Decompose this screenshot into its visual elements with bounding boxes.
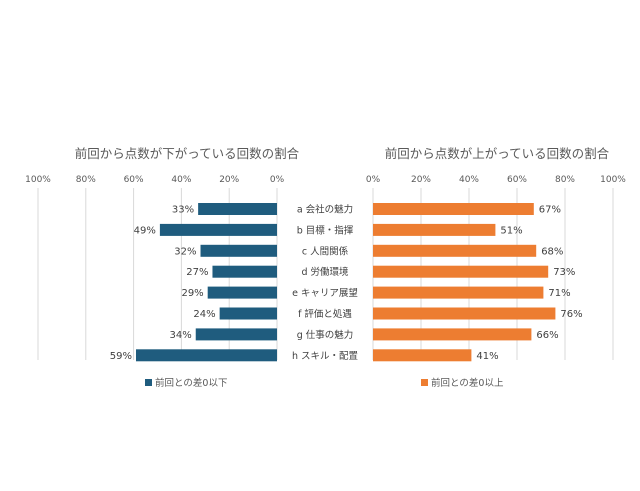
left-bars (135, 203, 277, 362)
left-data-labels: 33% 49% 32% 27% 29% 24%34% 59% (110, 205, 216, 362)
right-chart-title: 前回から点数が上がっている回数の割合 (385, 146, 610, 161)
left-tick-label: 80% (76, 175, 96, 185)
left-tick-label: 40% (171, 175, 191, 185)
right-bar (373, 328, 532, 341)
right-data-label: 73% (553, 267, 575, 278)
left-bar (198, 203, 277, 215)
left-bar (200, 244, 277, 257)
right-axis-ticks: 0% 20% 40% 60% 80% 100% (366, 175, 626, 185)
right-data-label: 71% (548, 288, 570, 299)
category-label: a 会社の魅力 (297, 204, 353, 216)
category-label: f 評価と処遇 (298, 308, 352, 320)
left-data-label: 49% (134, 225, 156, 236)
left-legend-label: 前回との差0以下 (155, 377, 227, 389)
right-data-label: 51% (500, 225, 522, 236)
right-bar (373, 265, 549, 278)
category-label: b 目標・指揮 (297, 224, 354, 236)
right-tick-label: 100% (600, 175, 626, 185)
left-bar (159, 223, 277, 236)
left-legend: 前回との差0以下 (145, 377, 227, 389)
right-data-label: 67% (539, 205, 561, 216)
left-bar (212, 265, 277, 278)
right-legend: 前回との差0以上 (421, 377, 504, 389)
category-label: e キャリア展望 (292, 287, 358, 299)
left-bar (135, 349, 277, 362)
left-tick-label: 100% (25, 175, 51, 185)
category-labels: a 会社の魅力 b 目標・指揮 c 人間関係 d 労働環境 e キャリア展望 f 評価と処… (292, 204, 358, 362)
right-legend-label: 前回との差0以上 (431, 377, 504, 389)
left-data-label: 34% (170, 330, 192, 341)
left-tick-label: 60% (124, 175, 144, 185)
category-label: d 労働環境 (301, 266, 349, 278)
left-legend-swatch (145, 379, 152, 386)
left-data-label: 24% (193, 309, 215, 320)
left-axis-ticks: 0% 20% 40% 60% 80% 100% (25, 175, 284, 185)
left-data-label: 29% (181, 288, 203, 299)
category-label: h スキル・配置 (292, 351, 358, 362)
right-tick-label: 20% (411, 175, 431, 185)
right-tick-label: 40% (459, 175, 479, 185)
right-bar (373, 307, 556, 320)
left-data-label: 27% (186, 267, 208, 278)
left-bar (195, 328, 277, 341)
left-bar (219, 307, 277, 320)
left-data-label: 32% (174, 246, 196, 257)
left-tick-label: 20% (219, 175, 239, 185)
right-legend-swatch (421, 379, 428, 386)
right-bar (373, 244, 537, 257)
category-label: c 人間関係 (302, 246, 349, 257)
right-data-label: 41% (476, 351, 498, 362)
right-bar (373, 349, 472, 362)
right-data-label: 66% (536, 330, 558, 341)
right-tick-label: 80% (555, 175, 575, 185)
right-bar (373, 223, 496, 236)
right-bar (373, 203, 534, 215)
left-data-label: 33% (172, 205, 194, 216)
left-chart-title: 前回から点数が下がっている回数の割合 (75, 146, 300, 161)
right-bar (373, 286, 544, 299)
left-data-label: 59% (110, 351, 132, 362)
category-label: g 仕事の魅力 (297, 329, 354, 341)
right-data-label: 68% (541, 246, 563, 257)
right-data-labels: 67% 51% 68% 73% 71% 76%66% 41% (476, 205, 582, 362)
right-bars (373, 203, 556, 362)
left-tick-label: 0% (270, 175, 285, 185)
right-data-label: 76% (560, 309, 582, 320)
left-bar (207, 286, 277, 299)
right-tick-label: 60% (507, 175, 527, 185)
right-tick-label: 0% (366, 175, 381, 185)
